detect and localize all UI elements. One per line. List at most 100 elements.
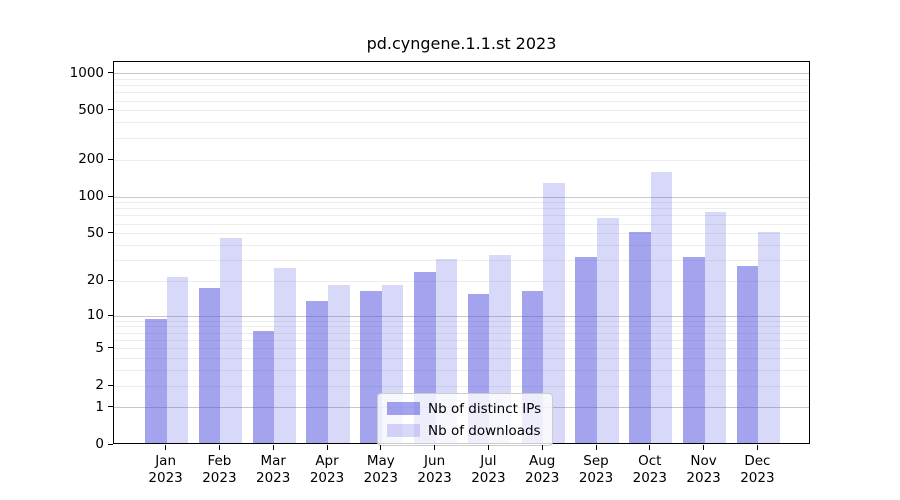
gridline-minor-2 — [114, 385, 809, 387]
x-tick-label-aug: Aug 2023 — [525, 453, 560, 486]
bar-nb-of-downloads-oct — [650, 171, 673, 443]
bar-nb-of-downloads-aug — [543, 183, 565, 443]
gridline-minor-900 — [114, 78, 809, 80]
gridline-minor-7 — [114, 332, 809, 334]
x-tick-dec — [756, 445, 758, 450]
gridline-minor-800 — [114, 85, 809, 87]
y-tick-0 — [108, 443, 113, 445]
bar-nb-of-downloads-jan — [166, 276, 189, 443]
gridline-minor-50 — [114, 233, 809, 235]
bar-nb-of-distinct-ips-oct — [629, 231, 651, 443]
x-tick-jan — [165, 445, 167, 450]
x-tick-oct — [649, 445, 651, 450]
bar-nb-of-distinct-ips-apr — [306, 301, 328, 443]
y-tick-100 — [108, 195, 113, 197]
x-tick-label-sep: Sep 2023 — [578, 453, 614, 486]
x-tick-sep — [595, 445, 597, 450]
gridline-major-1000 — [114, 73, 809, 75]
gridline-minor-70 — [114, 215, 809, 217]
x-tick-label-apr: Apr 2023 — [309, 453, 345, 486]
bar-nb-of-distinct-ips-feb — [198, 287, 221, 443]
bar-nb-of-downloads-sep — [597, 217, 619, 443]
gridline-minor-20 — [114, 280, 809, 282]
x-tick-aug — [541, 445, 543, 450]
y-tick-2 — [108, 384, 113, 386]
y-tick-500 — [108, 109, 113, 111]
y-tick-5 — [108, 347, 113, 349]
gridline-minor-30 — [114, 260, 809, 261]
gridline-minor-600 — [114, 100, 809, 102]
y-tick-1000 — [108, 72, 113, 74]
x-tick-mar — [272, 445, 274, 450]
x-tick-label-dec: Dec 2023 — [740, 453, 775, 486]
bar-nb-of-distinct-ips-mar — [252, 331, 275, 443]
y-tick-20 — [108, 279, 113, 281]
y-tick-label-20: 20 — [86, 272, 104, 289]
gridline-minor-9 — [114, 320, 809, 322]
gridline-minor-60 — [114, 223, 809, 225]
legend-swatch-downloads — [387, 424, 420, 437]
legend-item-downloads: Nb of downloads — [387, 422, 543, 439]
legend-label-downloads: Nb of downloads — [428, 422, 541, 439]
legend: Nb of distinct IPs Nb of downloads — [377, 393, 553, 446]
x-tick-jul — [487, 445, 489, 450]
gridline-minor-80 — [114, 208, 809, 210]
y-tick-label-100: 100 — [78, 188, 104, 204]
y-tick-label-0: 0 — [95, 436, 104, 452]
chart-title: pd.cyngene.1.1.st 2023 — [366, 34, 557, 53]
bar-nb-of-downloads-dec — [758, 231, 780, 443]
bar-nb-of-downloads-nov — [704, 212, 727, 443]
bar-nb-of-distinct-ips-jan — [145, 319, 167, 443]
legend-item-distinct-ips: Nb of distinct IPs — [387, 400, 543, 417]
gridline-minor-500 — [114, 110, 809, 112]
y-tick-200 — [108, 158, 113, 160]
y-tick-label-1: 1 — [95, 398, 104, 415]
x-tick-apr — [326, 445, 328, 450]
bar-nb-of-downloads-mar — [274, 267, 296, 443]
gridline-minor-3 — [114, 370, 809, 371]
x-tick-may — [380, 445, 382, 450]
gridline-minor-4 — [114, 358, 809, 359]
y-tick-label-1000: 1000 — [69, 64, 104, 81]
y-tick-1 — [108, 406, 113, 408]
y-tick-10 — [108, 314, 113, 316]
gridline-minor-300 — [114, 137, 809, 139]
gridline-major-10 — [114, 315, 809, 317]
x-tick-label-nov: Nov 2023 — [686, 453, 721, 486]
y-tick-label-200: 200 — [78, 151, 104, 167]
bar-nb-of-downloads-feb — [220, 238, 242, 443]
x-tick-label-mar: Mar 2023 — [256, 453, 291, 486]
plot-area: Nb of distinct IPs Nb of downloads — [113, 61, 810, 446]
y-tick-label-50: 50 — [86, 224, 104, 241]
x-tick-feb — [218, 445, 220, 450]
x-tick-jun — [434, 445, 436, 450]
y-tick-50 — [108, 232, 113, 234]
x-tick-label-jul: Jul 2023 — [471, 453, 506, 486]
y-tick-label-500: 500 — [78, 101, 104, 118]
gridline-minor-700 — [114, 92, 809, 94]
y-tick-label-2: 2 — [95, 377, 104, 393]
legend-label-distinct-ips: Nb of distinct IPs — [428, 400, 542, 417]
legend-swatch-distinct-ips — [387, 402, 420, 415]
gridline-minor-6 — [114, 339, 809, 341]
gridline-minor-40 — [114, 244, 809, 246]
y-tick-label-10: 10 — [86, 307, 104, 324]
gridline-minor-90 — [114, 202, 809, 204]
gridline-minor-200 — [114, 159, 809, 161]
bar-nb-of-distinct-ips-sep — [575, 256, 597, 443]
gridline-minor-400 — [114, 122, 809, 124]
bar-nb-of-downloads-apr — [328, 284, 350, 443]
bar-nb-of-distinct-ips-may — [360, 290, 382, 443]
x-tick-label-oct: Oct 2023 — [632, 453, 667, 486]
y-tick-label-5: 5 — [95, 339, 104, 356]
gridline-major-100 — [114, 196, 809, 198]
x-tick-label-may: May 2023 — [363, 453, 398, 486]
bar-nb-of-distinct-ips-nov — [683, 256, 705, 443]
x-tick-label-jun: Jun 2023 — [417, 453, 452, 486]
x-tick-label-feb: Feb 2023 — [202, 453, 237, 486]
x-tick-label-jan: Jan 2023 — [148, 453, 183, 486]
gridline-minor-8 — [114, 326, 809, 328]
bar-nb-of-distinct-ips-dec — [736, 265, 759, 443]
x-tick-nov — [703, 445, 705, 450]
